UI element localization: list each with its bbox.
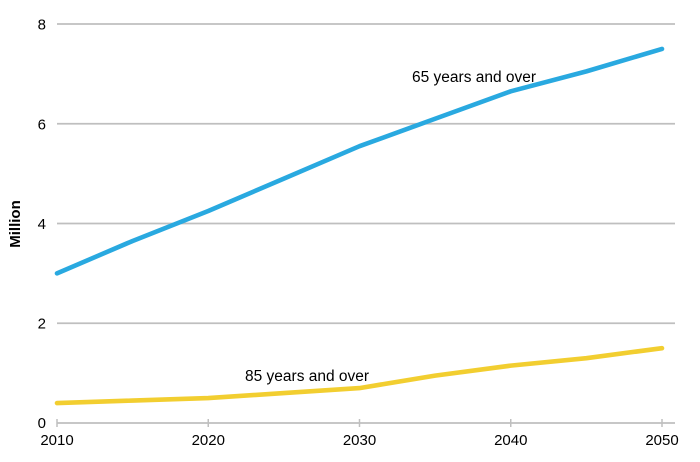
x-tick-label: 2030 [343, 432, 376, 449]
y-tick-label: 8 [38, 17, 46, 34]
series-label-65-and-over: 65 years and over [412, 69, 536, 86]
x-axis: 2010 2020 2030 2040 2050 [40, 419, 679, 449]
y-tick-label: 6 [38, 117, 46, 134]
y-tick-label: 4 [38, 216, 46, 233]
y-axis-title: Million [7, 200, 24, 248]
y-tick-label: 0 [38, 415, 46, 432]
x-tick-label: 2050 [645, 432, 678, 449]
series-line-85-and-over [54, 345, 665, 406]
series-label-85-and-over: 85 years and over [245, 368, 369, 385]
x-tick-label: 2040 [494, 432, 527, 449]
gridlines [57, 23, 675, 325]
series-line-65-and-over [54, 46, 665, 276]
y-axis: 0 2 4 6 8 Million [7, 17, 46, 433]
y-tick-label: 2 [38, 316, 46, 333]
x-tick-label: 2010 [40, 432, 73, 449]
x-tick-label: 2020 [192, 432, 225, 449]
